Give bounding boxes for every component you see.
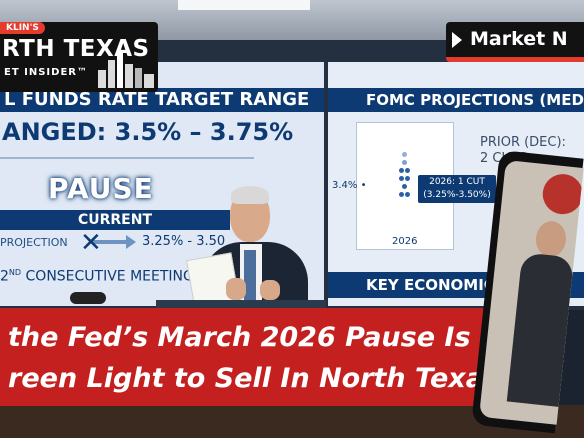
play-arrow-icon: [452, 32, 462, 48]
headline-banner: [0, 308, 536, 406]
dot-plot-point: [399, 192, 404, 197]
x-mark-icon: ✕: [80, 228, 102, 258]
dot-plot-point: [399, 176, 404, 181]
tooltip-line-2: (3.25%-3.50%): [423, 190, 491, 200]
rate-label: 3.4% •: [332, 180, 367, 191]
dot-plot-point: [402, 184, 407, 189]
dot-plot-point: [402, 160, 407, 165]
dot-plot-point: [402, 152, 407, 157]
headline-line-1: the Fed’s March 2026 Pause Is: [8, 322, 471, 353]
dot-plot-point: [399, 168, 404, 173]
logo-subtitle: ET INSIDER™: [4, 67, 88, 78]
unchanged-rate-text: ANGED: 3.5% – 3.75%: [2, 118, 294, 146]
fomc-projections-header: FOMC PROJECTIONS (MED: [328, 88, 584, 112]
podium: [156, 300, 326, 308]
dot-plot-point: [405, 176, 410, 181]
projection-arrow-icon: [92, 240, 128, 244]
market-news-badge: [446, 22, 584, 62]
logo-title: RTH TEXAS: [2, 36, 150, 62]
speaker-hand: [226, 278, 246, 300]
plant-decoration: [540, 172, 584, 217]
funds-rate-header: L FUNDS RATE TARGET RANGE: [0, 88, 324, 112]
speaker-hand: [260, 280, 280, 300]
ceiling-light: [178, 0, 310, 10]
person-head: [534, 219, 568, 259]
projection-range: 3.25% - 3.50: [142, 234, 226, 249]
dot-plot-point: [405, 168, 410, 173]
logo-tag: KLIN'S: [0, 22, 45, 34]
camera-microphone: [70, 292, 106, 304]
headline-line-2: reen Light to Sell In North Texas: [8, 363, 501, 394]
prior-line-1: PRIOR (DEC):: [480, 135, 566, 150]
speaker-tie: [244, 250, 256, 302]
current-label: CURRENT: [0, 210, 230, 230]
year-label: 2026: [392, 236, 418, 247]
speaker-hair: [231, 186, 269, 204]
person-on-phone: [506, 252, 575, 407]
market-news-title: Market N: [470, 28, 568, 50]
tooltip-line-1: 2026: 1 CUT: [429, 177, 485, 187]
projection-label: PROJECTION: [0, 236, 68, 249]
projection-tooltip: 2026: 1 CUT (3.25%-3.50%): [418, 175, 496, 203]
consecutive-meeting-text: 2ND CONSECUTIVE MEETING: [0, 268, 194, 285]
arrowhead-icon: [126, 235, 136, 249]
skyline-icon: [98, 52, 154, 88]
divider: [0, 157, 254, 159]
pause-label: PAUSE: [48, 172, 154, 205]
dot-plot-point: [405, 192, 410, 197]
